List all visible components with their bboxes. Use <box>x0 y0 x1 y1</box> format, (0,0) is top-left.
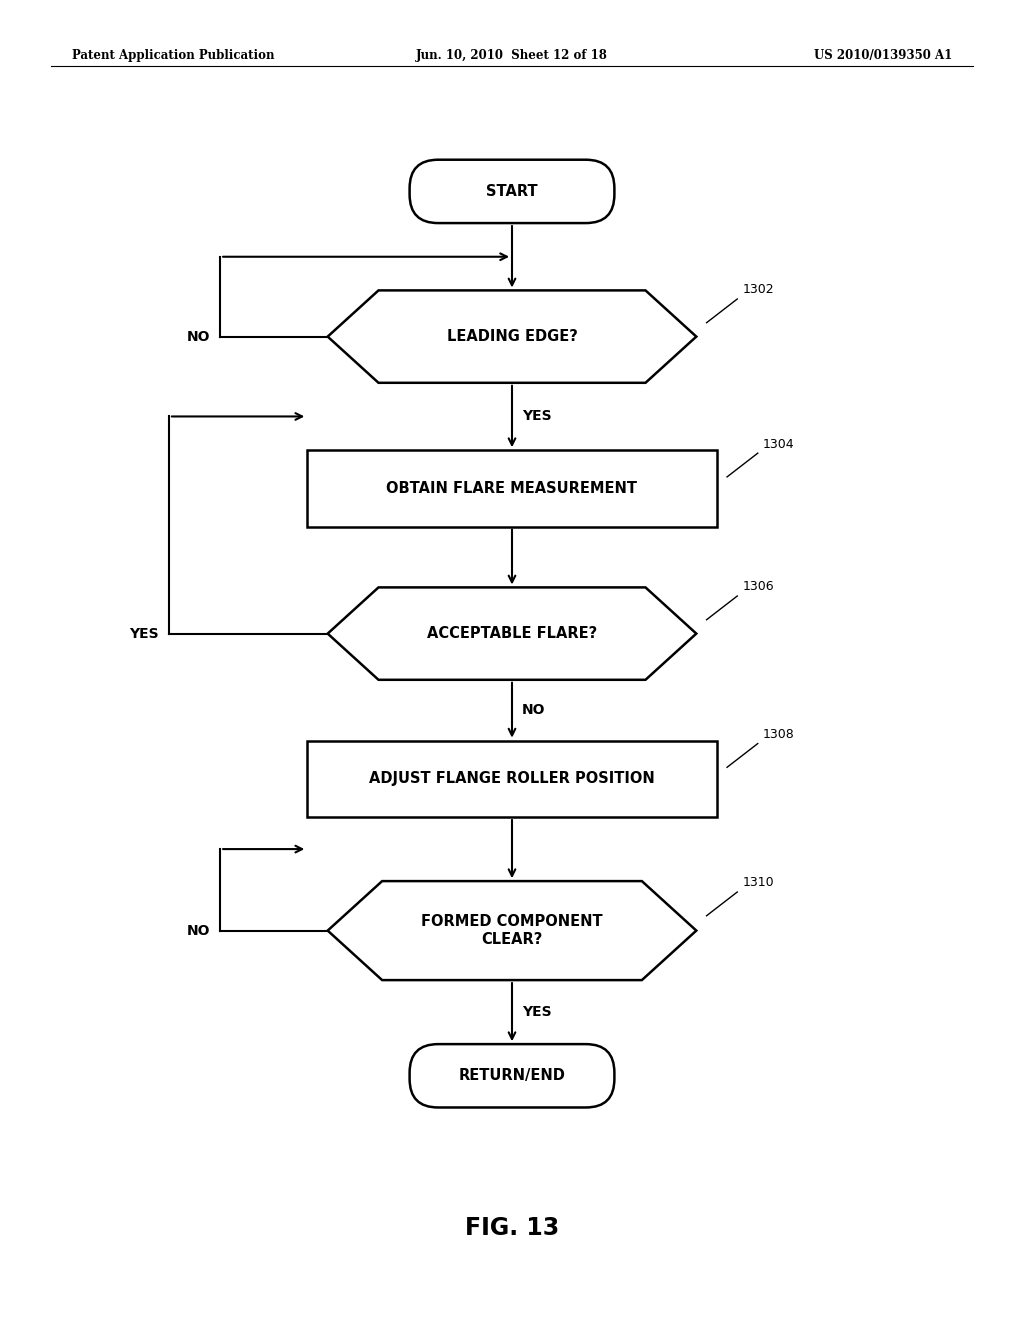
Text: LEADING EDGE?: LEADING EDGE? <box>446 329 578 345</box>
Text: FIG. 13: FIG. 13 <box>465 1216 559 1239</box>
Text: FORMED COMPONENT
CLEAR?: FORMED COMPONENT CLEAR? <box>421 915 603 946</box>
Polygon shape <box>328 290 696 383</box>
Text: Jun. 10, 2010  Sheet 12 of 18: Jun. 10, 2010 Sheet 12 of 18 <box>416 49 608 62</box>
Text: 1306: 1306 <box>742 581 774 593</box>
Text: 1310: 1310 <box>742 876 774 890</box>
FancyBboxPatch shape <box>410 1044 614 1107</box>
Text: 1302: 1302 <box>742 284 774 297</box>
Text: 1304: 1304 <box>763 437 795 450</box>
Text: US 2010/0139350 A1: US 2010/0139350 A1 <box>814 49 952 62</box>
Text: NO: NO <box>186 330 210 343</box>
Bar <box>307 450 717 527</box>
Text: ADJUST FLANGE ROLLER POSITION: ADJUST FLANGE ROLLER POSITION <box>369 771 655 787</box>
Text: YES: YES <box>522 1005 552 1019</box>
Text: Patent Application Publication: Patent Application Publication <box>72 49 274 62</box>
Polygon shape <box>328 587 696 680</box>
Text: YES: YES <box>522 409 552 424</box>
Bar <box>307 741 717 817</box>
Text: ACCEPTABLE FLARE?: ACCEPTABLE FLARE? <box>427 626 597 642</box>
Text: OBTAIN FLARE MEASUREMENT: OBTAIN FLARE MEASUREMENT <box>386 480 638 496</box>
Text: RETURN/END: RETURN/END <box>459 1068 565 1084</box>
Text: YES: YES <box>129 627 159 640</box>
Text: NO: NO <box>522 704 546 717</box>
Text: START: START <box>486 183 538 199</box>
Text: 1308: 1308 <box>763 727 795 741</box>
FancyBboxPatch shape <box>410 160 614 223</box>
Polygon shape <box>328 882 696 979</box>
Text: NO: NO <box>186 924 210 937</box>
